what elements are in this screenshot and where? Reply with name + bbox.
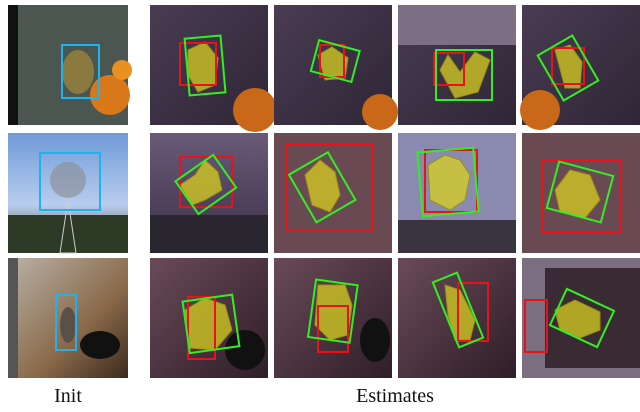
estimate-panel: [274, 133, 392, 253]
estimate-panel: [274, 5, 398, 130]
column-label: Init: [54, 385, 82, 407]
estimate-panel: [398, 258, 516, 378]
estimate-panel: [150, 5, 277, 132]
column-label: Estimates: [356, 385, 434, 407]
init-panel: [8, 5, 132, 125]
estimate-panel: [522, 133, 640, 253]
estimate-panel: [150, 133, 268, 253]
estimate-panel: [398, 133, 516, 253]
init-panel: [8, 133, 128, 254]
estimate-panel: [150, 258, 268, 378]
estimate-panel: [522, 258, 640, 378]
init-panel: [8, 258, 128, 378]
estimate-panel: [398, 5, 516, 125]
estimate-panel: [520, 5, 640, 130]
estimate-panel: [274, 258, 392, 378]
